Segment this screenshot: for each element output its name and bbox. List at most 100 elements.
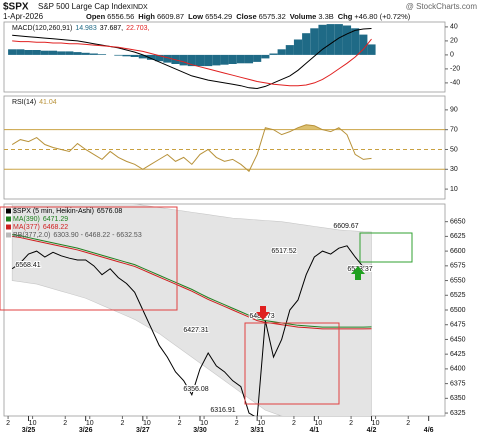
histogram-bar <box>81 52 90 55</box>
up-arrow <box>351 266 365 280</box>
histogram-bar <box>187 54 196 67</box>
y-tick-label: 10 <box>450 186 458 193</box>
legend-value: 6468.22 <box>43 224 68 231</box>
x-tick-label: 2 <box>6 420 10 427</box>
legend-entry: MA(390) 6471.29 <box>13 216 68 223</box>
series-line <box>12 38 372 87</box>
histogram-bar <box>236 54 245 64</box>
histogram-bar <box>277 49 286 55</box>
histogram-bar <box>48 50 58 55</box>
histogram-bar <box>122 54 131 57</box>
x-tick-label: 10 <box>257 420 265 427</box>
y-tick-label: 70 <box>450 127 458 134</box>
x-tick-label: 2 <box>235 420 239 427</box>
y-tick-label: 6650 <box>450 219 466 226</box>
legend-label: MACD(120,260,91) <box>12 25 72 32</box>
date-tick-label: 3/26 <box>79 427 93 434</box>
quote-label: Open <box>86 12 106 21</box>
legend-value: 41.04 <box>39 99 57 106</box>
histogram-bar <box>228 54 237 64</box>
quote-value: 6609.87 <box>157 12 184 21</box>
histogram-bar <box>24 50 33 55</box>
series-line <box>11 245 372 416</box>
y-tick-label: 6500 <box>450 307 466 314</box>
histogram-bar <box>359 34 368 55</box>
histogram-bar <box>16 49 25 55</box>
histogram-bar <box>367 44 376 55</box>
y-tick-label: 6600 <box>450 248 466 255</box>
date-tick-label: 4/2 <box>367 427 377 434</box>
quote-value: 6554.29 <box>205 12 232 21</box>
y-tick-label: 6525 <box>450 292 466 299</box>
legend-entry: $SPX (5 min, Heikin-Ashi) 6576.08 <box>13 208 122 215</box>
histogram-bar <box>8 49 17 55</box>
legend-value: 6471.29 <box>43 216 68 223</box>
y-tick-label: 6325 <box>450 410 466 417</box>
y-tick-label: 20 <box>450 38 458 45</box>
quote-value: 6556.56 <box>107 12 134 21</box>
y-tick-label: 90 <box>450 107 458 114</box>
pane-legend: MACD(120,260,91) 14.983 37.687, 22.703, <box>12 25 150 32</box>
legend-swatch <box>6 216 11 222</box>
series-line <box>11 124 372 173</box>
legend-swatch <box>6 232 11 238</box>
y-tick-label: 6475 <box>450 322 466 329</box>
date-tick-label: 4/1 <box>309 427 319 434</box>
symbol: $SPX <box>3 2 29 13</box>
quote-label: Close <box>236 12 256 21</box>
legend-label: RSI(14) <box>12 99 36 106</box>
y-tick-label: 6575 <box>450 263 466 270</box>
x-tick-label: 10 <box>200 420 208 427</box>
x-tick-label: 2 <box>349 420 353 427</box>
legend-name: MA(377) <box>13 224 40 231</box>
y-tick-label: 30 <box>450 166 458 173</box>
legend-name: MA(390) <box>13 216 40 223</box>
y-tick-label: 6425 <box>450 351 466 358</box>
histogram-bar <box>40 50 49 55</box>
date-tick-label: 3/31 <box>250 427 264 434</box>
histogram-bar <box>138 54 147 59</box>
price-annotation: 6316.91 <box>210 407 235 414</box>
index-name: S&P 500 Large Cap Index <box>38 2 131 11</box>
y-tick-label: 6550 <box>450 277 466 284</box>
highlight-box <box>359 232 413 263</box>
x-tick-label: 10 <box>372 420 380 427</box>
histogram-bar <box>318 24 327 55</box>
histogram-bar <box>73 52 82 55</box>
y-tick-label: 50 <box>450 146 458 153</box>
quote-value: 6575.32 <box>259 12 286 21</box>
legend-name: $SPX (5 min, Heikin-Ashi) <box>13 208 94 215</box>
quote-label: Low <box>188 12 203 21</box>
histogram-bar <box>285 45 294 55</box>
histogram-bar <box>293 39 303 55</box>
legend-value: 6303.90 - 6468.22 - 6632.53 <box>53 232 141 239</box>
histogram-bar <box>32 50 41 55</box>
quote-value: 3.3B <box>318 12 333 21</box>
legend-value: 37.687, <box>100 25 123 32</box>
highlight-box <box>0 206 178 311</box>
x-tick-label: 2 <box>292 420 296 427</box>
y-tick-label: 6450 <box>450 336 466 343</box>
date-tick-label: 3/27 <box>136 427 150 434</box>
series-line <box>12 28 372 90</box>
x-tick-label: 10 <box>29 420 37 427</box>
histogram-bar <box>130 54 139 57</box>
quote-label: Chg <box>338 12 353 21</box>
price-annotation: 6427.31 <box>183 327 208 334</box>
y-tick-label: -40 <box>450 80 460 87</box>
y-tick-label: 6400 <box>450 366 466 373</box>
legend-swatch <box>6 208 11 214</box>
price-annotation: 6609.67 <box>333 223 358 230</box>
pane-legend: RSI(14) 41.04 <box>12 99 57 106</box>
histogram-bar <box>204 54 213 67</box>
x-tick-label: 2 <box>178 420 182 427</box>
date-tick-label: 3/30 <box>193 427 207 434</box>
x-tick-label: 10 <box>315 420 323 427</box>
y-tick-label: 6625 <box>450 233 466 240</box>
quote: Open 6556.56 High 6609.87 Low 6554.29 Close 657… <box>86 12 411 21</box>
y-tick-label: -20 <box>450 66 460 73</box>
legend-name: BB(377,2.0) <box>13 232 50 239</box>
histogram-bar <box>212 54 221 66</box>
legend-value: 6576.08 <box>97 208 122 215</box>
exchange: INDX <box>131 4 148 11</box>
